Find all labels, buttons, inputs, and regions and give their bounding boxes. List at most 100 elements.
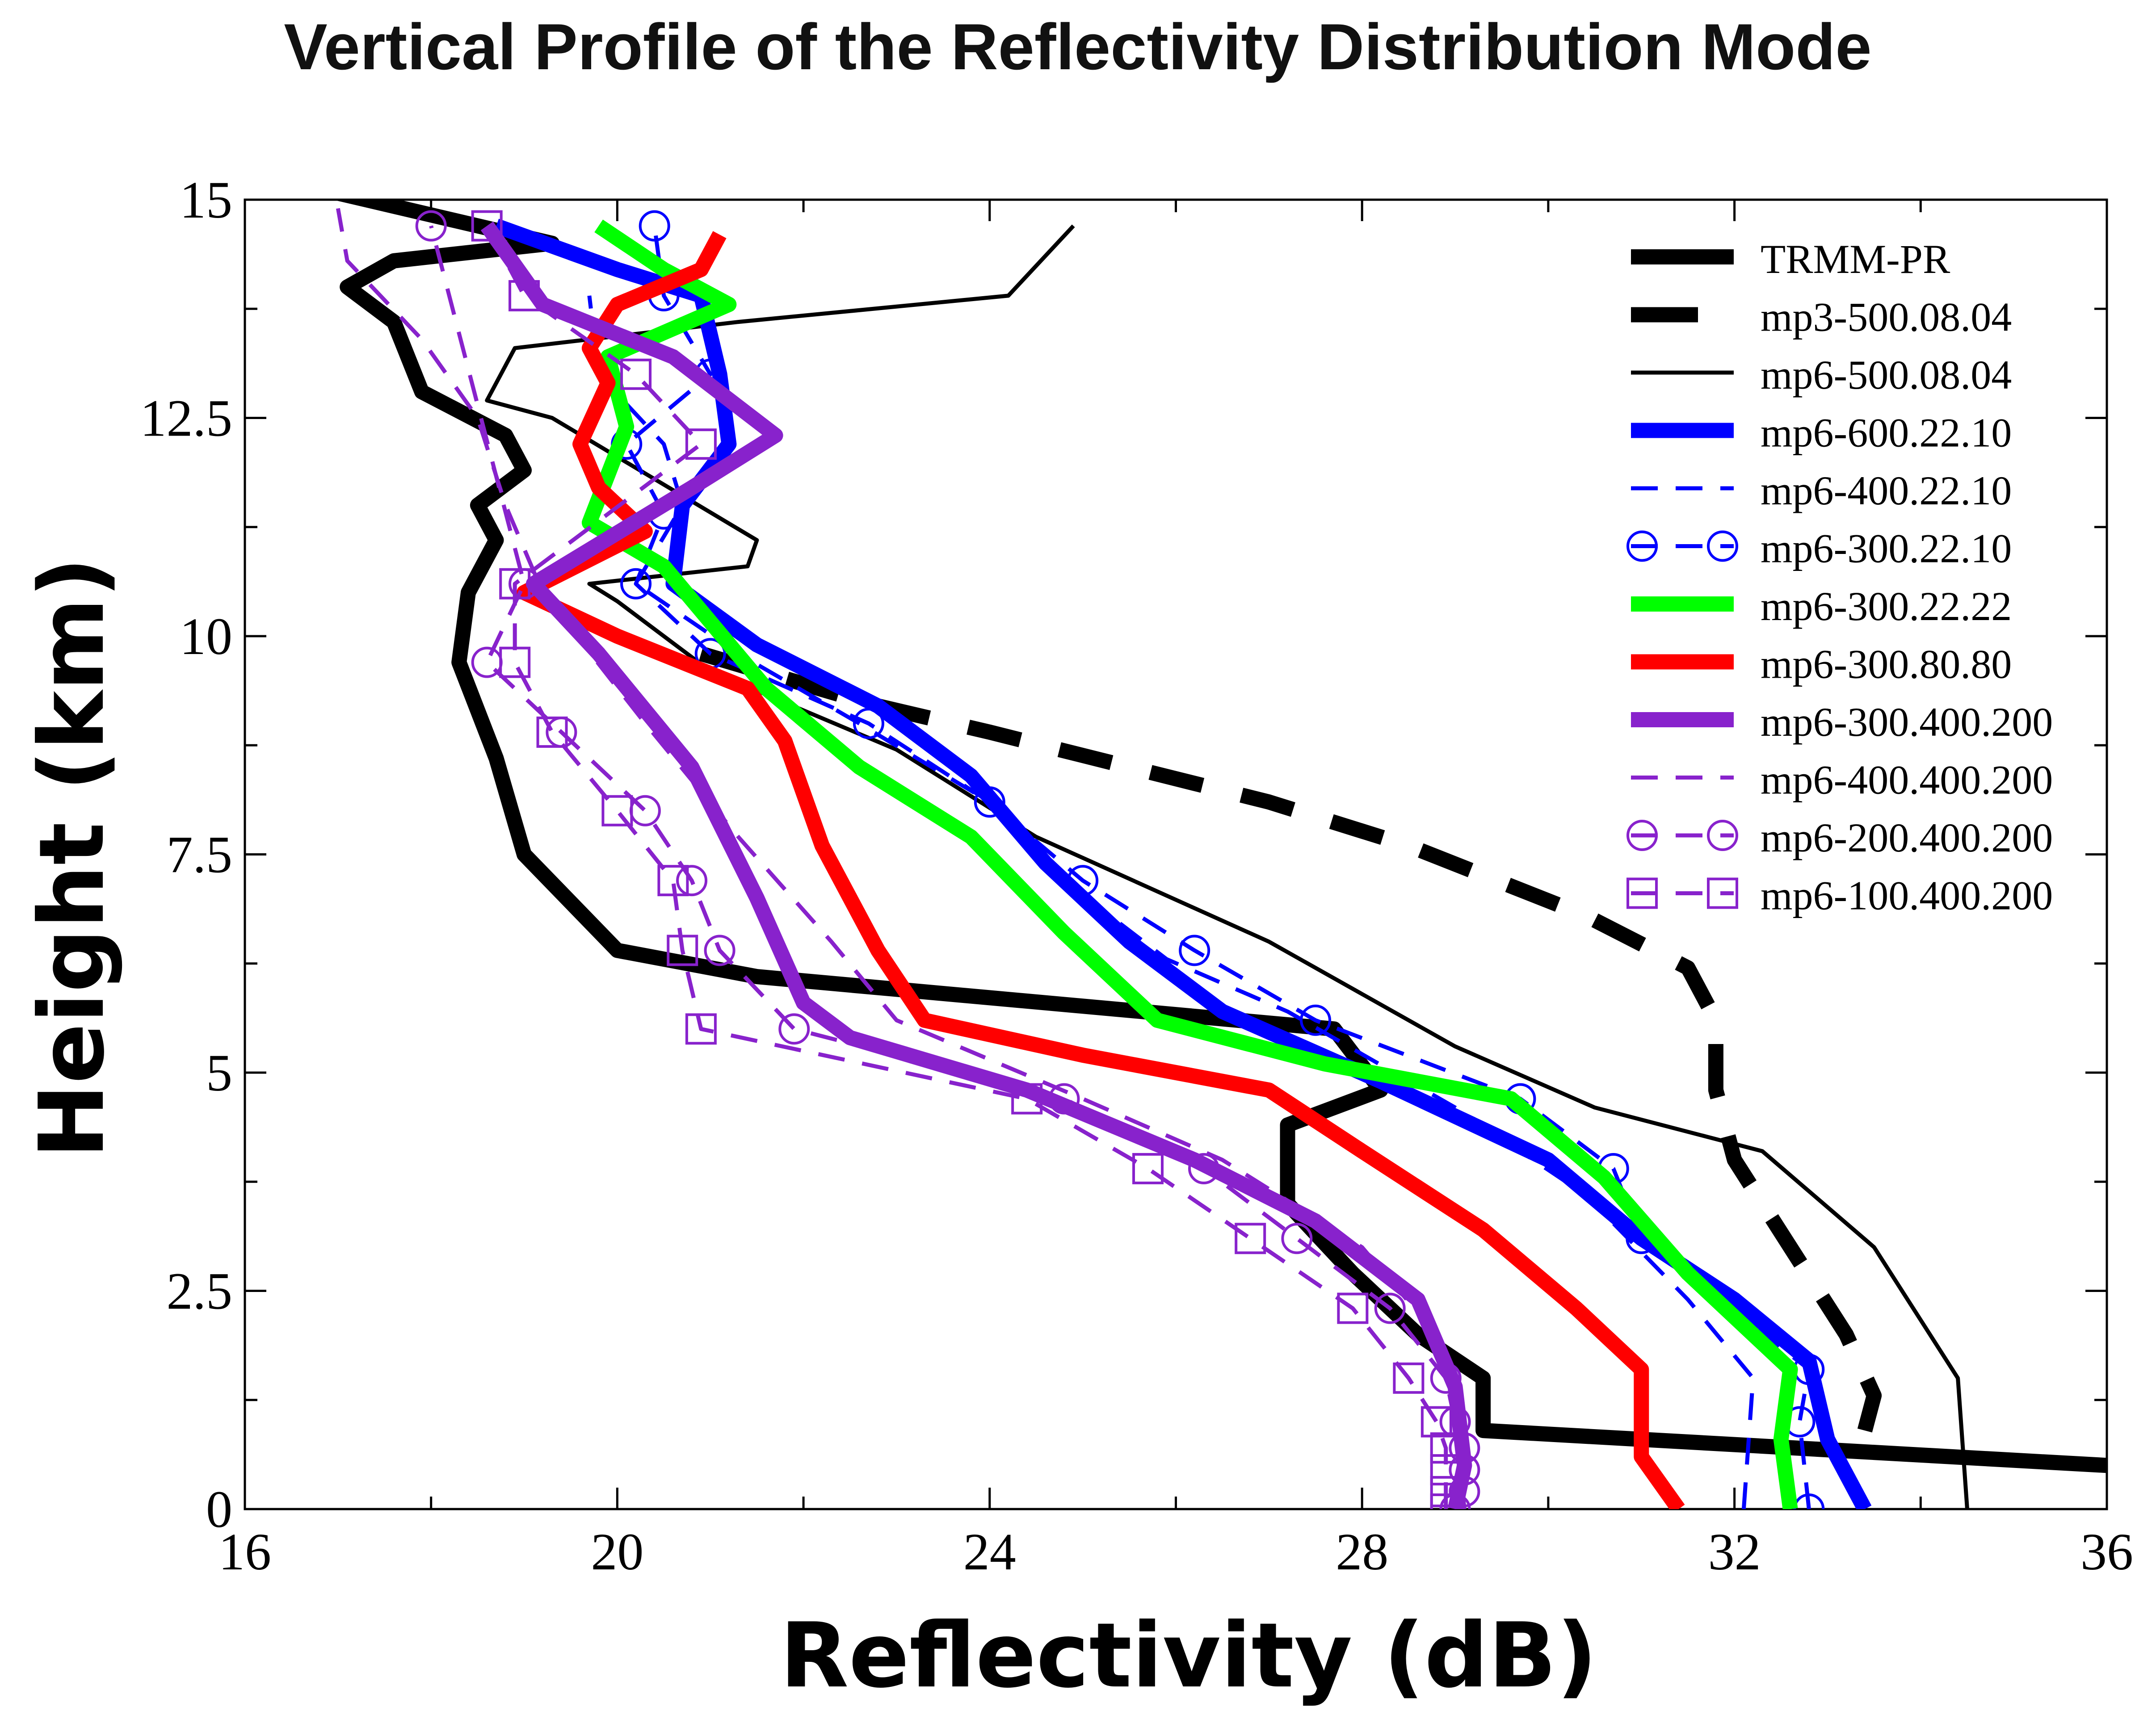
series-line: [332, 200, 2107, 1473]
series-mp3-500.08.04: [699, 646, 1882, 1433]
series-marker: [1048, 1083, 1080, 1115]
series-line: [699, 646, 1882, 1433]
series-marker: [1449, 1454, 1480, 1486]
series-mp6-600.22.10: [493, 218, 1872, 1509]
series-marker: [778, 1013, 810, 1045]
series-marker: [1430, 1476, 1462, 1507]
series-line: [587, 295, 1755, 1509]
legend-marker: [1626, 530, 1658, 562]
series-marker: [1188, 1153, 1220, 1184]
series-marker: [639, 210, 670, 242]
series-marker: [1793, 1493, 1825, 1509]
y-tick-label: 12.5: [140, 389, 233, 448]
legend-label: mp3-500.08.04: [1761, 294, 2012, 340]
series-mp6-500.08.04: [485, 224, 1969, 1509]
x-axis-label: Reflectivity (dB): [780, 1604, 1597, 1708]
series-mp6-400.400.200: [336, 208, 1467, 1509]
series-marker: [1421, 1406, 1452, 1438]
chart-title: Vertical Profile of the Reflectivity Dis…: [284, 10, 1871, 83]
series-marker: [685, 1013, 717, 1045]
series-marker: [1235, 1223, 1266, 1254]
series-marker: [704, 935, 735, 966]
series-marker: [1281, 1223, 1313, 1254]
series-marker: [601, 795, 633, 826]
series-marker: [471, 210, 503, 242]
series-TRMM-PR: [332, 200, 2107, 1473]
legend-marker: [1707, 530, 1738, 562]
x-tick-label: 24: [963, 1522, 1016, 1581]
series-line: [336, 208, 1467, 1509]
legend-label: mp6-200.400.200: [1761, 815, 2053, 860]
y-tick-label: 7.5: [167, 826, 233, 884]
series-line: [493, 218, 1872, 1509]
series-marker: [1011, 1083, 1043, 1115]
series-line: [485, 224, 1969, 1509]
legend-label: mp6-300.22.22: [1761, 583, 2012, 629]
series-marker: [1179, 935, 1210, 966]
y-axis-label: Height (km): [20, 557, 124, 1159]
legend-label: mp6-300.22.10: [1761, 526, 2012, 571]
series-line: [581, 219, 1798, 1509]
series-marker: [1337, 1292, 1369, 1324]
legend-label: mp6-100.400.200: [1761, 873, 2053, 918]
series-mp6-300.80.80: [517, 231, 1685, 1509]
series-line: [485, 225, 1448, 1509]
series-marker: [629, 795, 661, 826]
y-tick-label: 10: [180, 607, 232, 666]
x-tick-label: 32: [1708, 1522, 1761, 1581]
series-marker: [1439, 1406, 1471, 1438]
series-group: [332, 200, 2107, 1509]
legend-label: mp6-600.22.10: [1761, 410, 2012, 456]
series-marker: [536, 716, 568, 748]
series-marker: [509, 280, 540, 311]
series-mp6-300.400.200: [480, 221, 1472, 1509]
series-marker: [620, 568, 652, 600]
y-tick-label: 2.5: [167, 1262, 233, 1321]
series-marker: [620, 358, 652, 390]
y-axis-ticks: 0 2.5 5 7.5 10 12.5 15: [140, 171, 2107, 1539]
series-marker: [415, 210, 447, 242]
series-marker: [1300, 1004, 1332, 1036]
x-axis-ticks: 16 20 24 28 32 36: [219, 200, 2133, 1581]
series-line: [624, 226, 1811, 1509]
series-marker: [1132, 1153, 1164, 1184]
legend-label: mp6-500.08.04: [1761, 352, 2012, 398]
series-marker: [667, 935, 698, 966]
series-marker: [1430, 1454, 1462, 1486]
series-mp6-400.22.10: [587, 295, 1755, 1509]
legend-label: TRMM-PR: [1761, 236, 1950, 282]
series-marker: [657, 865, 689, 897]
series-marker: [676, 865, 708, 897]
series-marker: [1430, 1362, 1462, 1394]
legend: TRMM-PR mp3-500.08.04 mp6-500.08.04 mp6-600…: [1626, 236, 2053, 918]
x-tick-label: 36: [2080, 1522, 2133, 1581]
series-marker: [1067, 865, 1099, 897]
series-marker: [974, 786, 1005, 818]
legend-label: mp6-300.400.200: [1761, 699, 2053, 745]
y-tick-label: 15: [180, 171, 232, 229]
series-line: [480, 221, 1472, 1509]
legend-label: mp6-300.80.80: [1761, 642, 2012, 687]
series-marker: [685, 428, 717, 460]
series-mp6-100.400.200: [471, 210, 1462, 1509]
series-marker: [499, 568, 531, 600]
legend-marker: [1626, 820, 1658, 851]
legend-marker: [1707, 877, 1738, 909]
x-tick-label: 16: [219, 1522, 271, 1581]
legend-marker: [1707, 820, 1738, 851]
x-tick-label: 28: [1336, 1522, 1388, 1581]
series-marker: [1449, 1476, 1480, 1507]
series-marker: [1430, 1493, 1462, 1509]
series-marker: [1393, 1362, 1425, 1394]
series-marker: [1374, 1292, 1406, 1324]
series-line: [429, 225, 1467, 1509]
legend-label: mp6-400.400.200: [1761, 757, 2053, 803]
y-tick-label: 5: [206, 1044, 232, 1102]
x-tick-label: 20: [591, 1522, 643, 1581]
series-marker: [853, 708, 884, 739]
series-mp6-300.22.10: [611, 210, 1825, 1509]
legend-label: mp6-400.22.10: [1761, 468, 2012, 513]
series-line: [517, 231, 1685, 1509]
series-marker: [471, 646, 503, 678]
